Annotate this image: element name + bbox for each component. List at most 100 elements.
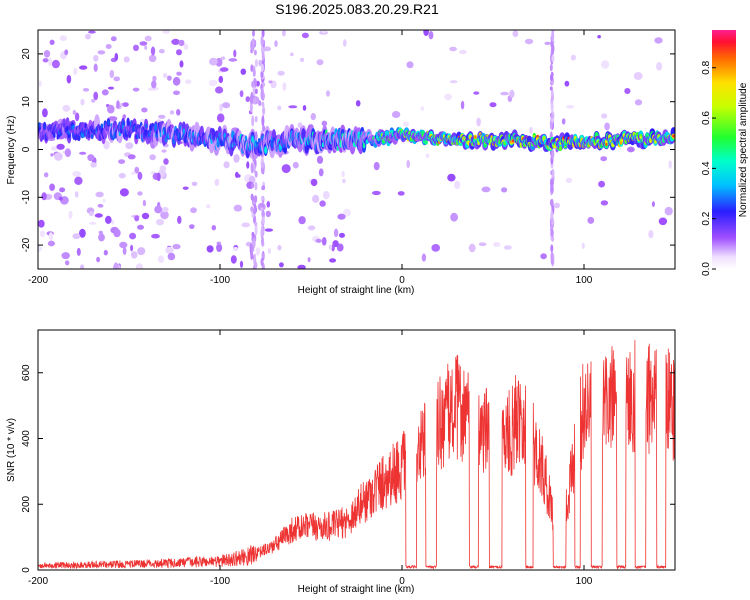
spectrogram-noise-blob <box>158 49 165 54</box>
spectrogram-stripe-blob <box>249 243 253 251</box>
spectrogram-noise-blob <box>211 225 216 231</box>
spectrogram-noise-blob <box>406 61 414 69</box>
spectrogram-noise-blob <box>668 160 672 169</box>
spectrogram-ridge-blob <box>182 128 185 134</box>
spectrogram-noise-blob <box>48 232 54 241</box>
spectrogram-noise-blob <box>219 103 223 112</box>
spectrogram-stripe-blob <box>261 216 265 225</box>
snr-x-tick-label: -200 <box>28 576 48 587</box>
spectrogram-noise-blob <box>216 241 222 245</box>
spectrogram-x-ticks: -200 -100 0 100 <box>28 30 593 286</box>
spectrogram-stripe-blob <box>261 101 265 107</box>
spectrogram-noise-blob <box>373 161 380 171</box>
spectrogram-stripe-blob <box>551 118 555 123</box>
spectrogram-stripe-blob <box>549 63 553 72</box>
spectrogram-noise-blob <box>103 249 108 256</box>
spectrogram-stripe-blob <box>549 86 553 91</box>
colorbar: 0.0 0.2 0.4 0.6 0.8 Normalized spectral ampl… <box>701 30 749 276</box>
spectrogram-stripe-blob <box>254 59 258 68</box>
spectrogram-noise-blob <box>292 161 299 169</box>
spectrogram-stripe-blob <box>260 90 264 100</box>
spectrogram-noise-blob <box>279 262 284 268</box>
spectrogram-noise-blob <box>218 75 224 84</box>
spectrogram-noise-blob <box>297 264 306 269</box>
spectrogram-noise-blob <box>600 156 608 162</box>
spectrogram-noise-blob <box>90 162 97 168</box>
spectrogram-ridge-blob <box>649 139 652 143</box>
spectrogram-stripe-blob <box>551 44 555 53</box>
spectrogram-stripe-blob <box>550 244 554 253</box>
spectrogram-stripe-blob <box>250 162 254 174</box>
spectrogram-stripe-blob <box>260 196 264 201</box>
spectrogram-noise-blob <box>372 190 381 196</box>
spectrogram-x-label: Height of straight line (km) <box>298 285 415 296</box>
spectrogram-stripe-blob <box>261 115 265 127</box>
spectrogram-stripe-blob <box>260 257 264 267</box>
spectrogram-noise-blob <box>151 80 157 89</box>
spectrogram-noise-blob <box>133 44 139 51</box>
spectrogram-noise-blob <box>282 30 286 37</box>
spectrogram-stripe-blob <box>254 224 258 236</box>
spectrogram-noise-blob <box>281 164 291 174</box>
spectrogram-noise-blob <box>223 161 230 169</box>
spectrogram-noise-blob <box>108 116 118 121</box>
spectrogram-noise-blob <box>307 257 311 263</box>
spectrogram-noise-blob <box>51 59 60 69</box>
spectrogram-noise-blob <box>137 191 143 196</box>
spectrogram-noise-blob <box>116 100 120 109</box>
spectrogram-noise-blob <box>233 204 243 212</box>
spectrogram-stripe-blob <box>551 149 555 160</box>
spectrogram-noise-blob <box>343 208 351 217</box>
spectrogram-noise-blob <box>476 117 481 127</box>
spectrogram-ridge-blob <box>38 122 41 128</box>
spectrogram-noise-blob <box>139 41 148 46</box>
snr-x-tick-label: 0 <box>399 576 405 587</box>
spectrogram-noise-blob <box>664 206 673 216</box>
spectrogram-ridge-blob <box>477 141 480 146</box>
spectrogram-stripe-blob <box>252 164 256 174</box>
spectrogram-noise-blob <box>216 243 223 252</box>
spectrogram-ridge-blob <box>672 134 675 138</box>
spectrogram-noise-blob <box>38 219 45 228</box>
spectrogram-noise-blob <box>266 201 271 208</box>
spectrogram-noise-blob <box>648 230 654 239</box>
spectrogram-noise-blob <box>406 159 411 169</box>
spectrogram-noise-blob <box>163 73 168 78</box>
spectrogram-stripe-blob <box>249 102 253 113</box>
spectrogram-noise-blob <box>321 30 327 33</box>
spectrogram-noise-blob <box>319 200 326 207</box>
spectrogram-ridge-blob <box>84 123 87 129</box>
spectrogram-ridge-blob <box>593 142 597 146</box>
figure-title: S196.2025.083.20.29.R21 <box>275 1 439 17</box>
spectrogram-noise-blob <box>450 212 458 222</box>
spectrogram-noise-blob <box>214 178 220 186</box>
spectrogram-noise-blob <box>310 178 318 187</box>
spectrogram-noise-blob <box>565 177 573 184</box>
spectrogram-noise-blob <box>216 113 225 123</box>
spectrogram-noise-blob <box>326 90 330 97</box>
spectrogram-noise-blob <box>658 217 668 226</box>
spectrogram-y-tick-label: -20 <box>21 237 32 252</box>
snr-frame <box>37 329 676 571</box>
spectrogram-noise-blob <box>64 49 69 56</box>
spectrogram-noise-blob <box>154 205 163 214</box>
colorbar-tick-label: 0.4 <box>701 161 712 175</box>
spectrogram-noise-blob <box>105 215 112 224</box>
spectrogram-noise-blob <box>183 43 189 50</box>
spectrogram-noise-blob <box>110 36 117 42</box>
spectrogram-noise-blob <box>103 140 110 150</box>
spectrogram-ridge-blob <box>264 147 267 153</box>
spectrogram-noise-blob <box>529 126 533 135</box>
spectrogram-noise-blob <box>318 168 324 177</box>
colorbar-label: Normalized spectral amplitude <box>738 82 749 217</box>
spectrogram-noise-blob <box>343 39 347 47</box>
spectrogram-stripe-blob <box>261 209 265 219</box>
spectrogram-noise-blob <box>93 55 99 62</box>
spectrogram-noise-blob <box>489 102 497 108</box>
spectrogram-stripe-blob <box>260 45 264 54</box>
spectrogram-stripe-blob <box>254 261 258 269</box>
spectrogram-noise-blob <box>331 244 335 252</box>
spectrogram-noise-blob <box>233 154 240 163</box>
spectrogram-noise-blob <box>176 49 182 56</box>
